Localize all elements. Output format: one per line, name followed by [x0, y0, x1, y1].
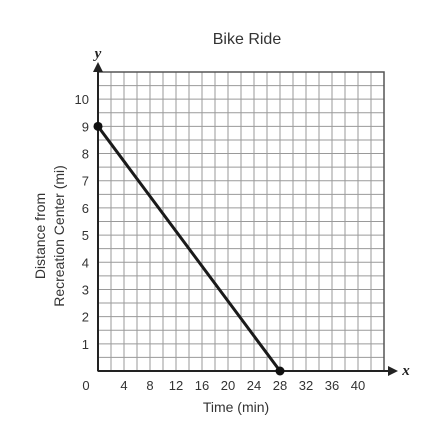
x-tick-label: 36: [325, 378, 339, 393]
x-tick-label: 24: [247, 378, 261, 393]
series: [93, 121, 285, 376]
chart-title: Bike Ride: [213, 31, 282, 48]
y-tick-label: 6: [82, 201, 89, 216]
y-tick-label: 8: [82, 147, 89, 162]
data-point: [93, 121, 103, 131]
x-tick-label: 4: [120, 378, 127, 393]
x-tick-label: 16: [195, 378, 209, 393]
x-axis-name: x: [401, 363, 410, 379]
grid: [97, 71, 385, 372]
y-axis-label-line-2: Recreation Center (mi): [51, 165, 67, 307]
x-tick-label: 12: [169, 378, 183, 393]
x-tick-labels: 4 8 12 16 20 24 28 32 36 40: [120, 378, 365, 393]
x-tick-label: 8: [146, 378, 153, 393]
y-tick-labels: 1 2 3 4 5 6 7 8 9 10: [75, 92, 89, 352]
series-line: [96, 124, 282, 373]
x-tick-label: 40: [351, 378, 365, 393]
y-tick-label: 1: [82, 337, 89, 352]
y-tick-label: 4: [82, 255, 89, 270]
y-tick-label: 3: [82, 282, 89, 297]
y-tick-label: 2: [82, 310, 89, 325]
origin-label: 0: [82, 378, 89, 393]
y-tick-label: 10: [75, 92, 89, 107]
y-axis-label-line-1: Distance from: [32, 193, 48, 279]
x-tick-label: 32: [299, 378, 313, 393]
y-axis-label: Distance from Recreation Center (mi): [32, 165, 67, 307]
x-tick-label: 20: [221, 378, 235, 393]
data-point: [275, 366, 285, 376]
x-tick-label: 28: [273, 378, 287, 393]
axes: [93, 62, 398, 376]
x-axis-label: Time (min): [203, 399, 269, 415]
y-tick-label: 7: [82, 174, 89, 189]
y-tick-label: 9: [82, 119, 89, 134]
y-axis-name: y: [93, 46, 102, 62]
y-tick-label: 5: [82, 228, 89, 243]
